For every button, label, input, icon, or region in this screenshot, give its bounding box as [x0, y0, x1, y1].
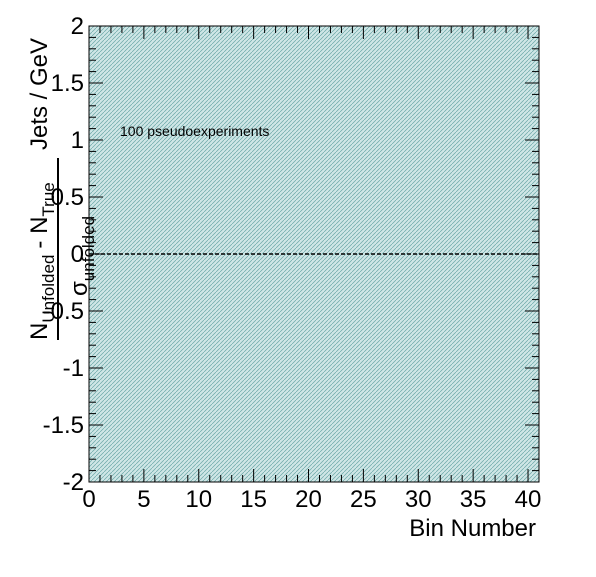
y-tick-label: 0.5	[51, 184, 84, 211]
y-label-sub-unfolded: Unfolded	[39, 255, 58, 323]
x-axis-label: Bin Number	[409, 515, 536, 542]
x-tick-label: 35	[460, 486, 487, 513]
y-tick-label: 2	[71, 13, 84, 40]
y-label-sigma: σ	[66, 281, 93, 296]
y-label-minus-n: - N	[26, 217, 53, 249]
y-axis-ticks	[89, 25, 539, 483]
x-axis-ticks	[88, 26, 540, 482]
x-tick-label: 25	[350, 486, 377, 513]
y-tick-label: 1.5	[51, 70, 84, 97]
y-label-sub-unfolded-den: unfolded	[79, 216, 98, 281]
x-tick-label: 20	[295, 486, 322, 513]
y-axis-tick-labels: -2 -1.5 -1 -0.5 0 0.5 1 1.5 2	[43, 13, 84, 496]
x-tick-label: 40	[515, 486, 542, 513]
y-tick-label: 1	[71, 127, 84, 154]
y-tick-label: -1	[63, 355, 84, 382]
plot-frame	[88, 25, 540, 483]
x-axis-tick-labels: 0 5 10 15 20 25 30 35 40	[82, 486, 541, 513]
y-label-sub-true: True	[39, 182, 58, 216]
x-tick-label: 30	[405, 486, 432, 513]
y-label-n1: N	[26, 323, 53, 340]
x-tick-label: 0	[82, 486, 95, 513]
annotation-text: 100 pseudoexperiments	[120, 123, 269, 139]
y-tick-label: 0	[71, 241, 84, 268]
x-tick-label: 15	[240, 486, 267, 513]
y-tick-label: -1.5	[43, 412, 84, 439]
y-tick-label: -0.5	[43, 298, 84, 325]
x-tick-label: 10	[185, 486, 212, 513]
y-label-suffix: Jets / GeV	[26, 38, 53, 150]
y-tick-label: -2	[63, 469, 84, 496]
y-axis-label: NUnfolded - NTrue σunfolded Jets / GeV	[26, 38, 98, 340]
y-label-denominator: σunfolded	[66, 216, 98, 296]
y-label-numerator: NUnfolded - NTrue	[26, 182, 58, 340]
x-tick-label: 5	[137, 486, 150, 513]
